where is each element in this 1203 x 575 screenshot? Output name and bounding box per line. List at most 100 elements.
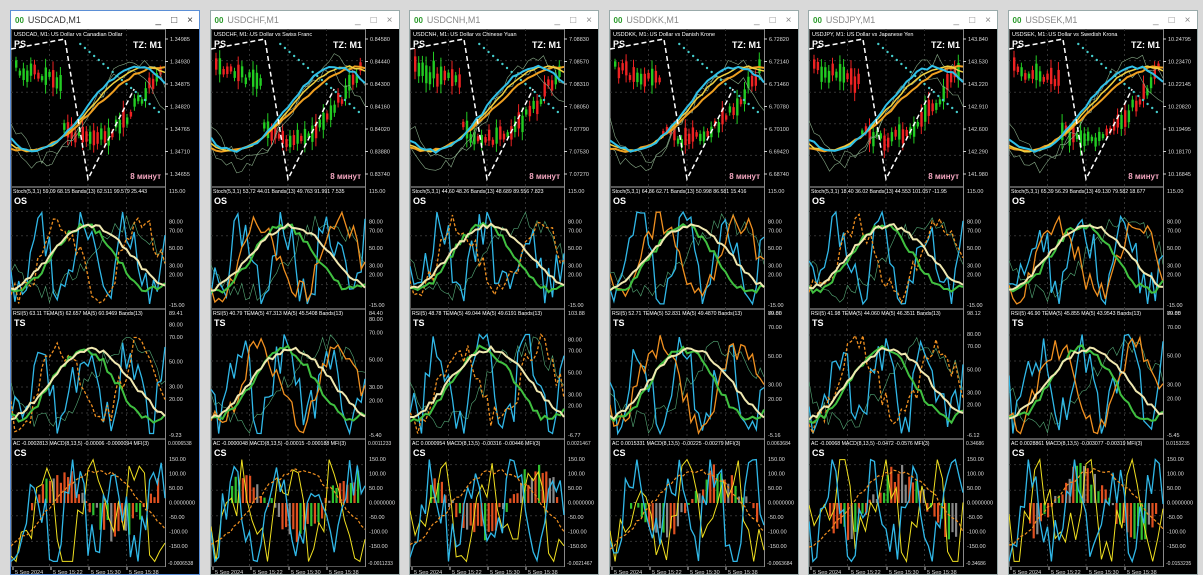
- parabolic-sar: [746, 102, 750, 106]
- minimize-button[interactable]: _: [754, 14, 760, 26]
- close-button[interactable]: ×: [985, 14, 991, 26]
- indicator-line: [11, 469, 166, 547]
- parabolic-sar: [505, 66, 509, 70]
- candle-body: [233, 71, 236, 78]
- indicator-line: [809, 213, 964, 305]
- bollinger-band: [809, 53, 964, 163]
- parabolic-sar: [310, 70, 314, 74]
- candle-body: [676, 138, 679, 144]
- indicator-line: [809, 209, 964, 306]
- panel-tag: CS: [1012, 448, 1025, 458]
- histogram-bar: [1068, 478, 1071, 503]
- histogram-bar: [744, 496, 747, 503]
- candle-body: [543, 82, 546, 97]
- candle-body: [137, 95, 140, 102]
- title-bar: 00 USDJPY,M1 _ □ ×: [809, 11, 997, 29]
- panel-tag: TS: [14, 318, 26, 328]
- maximize-button[interactable]: □: [1168, 14, 1175, 26]
- candle-body: [750, 75, 753, 87]
- timer-label: 8 минут: [1128, 172, 1159, 181]
- close-button[interactable]: ×: [586, 14, 592, 26]
- histogram-bar: [669, 503, 672, 529]
- time-label: 5 Sep 15:30: [291, 570, 321, 575]
- candle-body: [1019, 67, 1023, 77]
- histogram-bar: [288, 503, 291, 535]
- candle-body: [159, 68, 162, 75]
- rsi-tick-label: -5.45: [1167, 433, 1180, 439]
- candle-body: [258, 78, 262, 86]
- ac-tick-label: -50.00: [568, 515, 584, 521]
- title-bar: 00 USDCHF,M1 _ □ ×: [210, 11, 399, 29]
- histogram-bar: [316, 503, 320, 523]
- minimize-button[interactable]: _: [355, 14, 361, 26]
- ac-tick-label: -100.00: [169, 530, 188, 536]
- histogram-bar: [34, 502, 37, 503]
- parabolic-sar: [700, 62, 704, 66]
- histogram-bar: [487, 503, 490, 532]
- candle-body: [672, 127, 676, 141]
- ac-tick-label: -150.00: [768, 544, 787, 550]
- candle-body: [702, 131, 705, 142]
- symbol-description: USDDKK, M1: US Dollar vs Danish Krone: [613, 32, 715, 38]
- panel-tag: CS: [214, 448, 227, 458]
- rsi-tick-label: 70.00: [768, 325, 782, 331]
- histogram-bar: [157, 478, 160, 503]
- histogram-bar: [904, 484, 907, 503]
- candle-body: [1123, 110, 1126, 127]
- parabolic-sar: [79, 42, 82, 46]
- histogram-bar: [280, 503, 284, 530]
- candle-body: [661, 131, 664, 136]
- indicator-line: [410, 469, 565, 546]
- close-button[interactable]: ×: [386, 14, 393, 26]
- parabolic-sar: [1090, 54, 1093, 58]
- histogram-bar: [697, 493, 701, 503]
- minimize-button[interactable]: _: [953, 14, 960, 26]
- candle-body: [414, 56, 417, 72]
- ac-tick-label: 150.00: [1167, 457, 1184, 463]
- histogram-bar: [751, 503, 755, 509]
- parabolic-sar: [88, 50, 91, 54]
- maximize-button[interactable]: □: [969, 14, 976, 26]
- window-icon: 00: [15, 15, 24, 25]
- candle-body: [1127, 110, 1130, 123]
- maximize-button[interactable]: □: [370, 14, 377, 26]
- minimize-button[interactable]: _: [554, 14, 561, 26]
- parabolic-sar: [501, 62, 504, 66]
- ac-tick-label: 0.0011233: [368, 441, 391, 447]
- close-button[interactable]: ×: [1184, 14, 1191, 26]
- histogram-bar: [349, 482, 352, 503]
- candle-body: [539, 99, 543, 105]
- timeframe-label: TZ: M1: [1131, 40, 1160, 50]
- histogram-bar: [1032, 503, 1035, 539]
- indicator-line: [609, 469, 764, 550]
- candle-body: [417, 62, 421, 77]
- panel-tag: CS: [812, 448, 825, 458]
- maximize-button[interactable]: □: [570, 14, 577, 26]
- close-button[interactable]: ×: [187, 14, 193, 26]
- candle-body: [1105, 128, 1108, 136]
- symbol-description: USDJPY, M1: US Dollar vs Japanese Yen: [812, 32, 913, 38]
- rsi-tick-label: 50.00: [369, 358, 383, 364]
- candle-body: [351, 74, 354, 85]
- rsi-tick-label: 50.00: [967, 367, 981, 373]
- price-tick-label: 7.08570: [569, 60, 589, 66]
- close-button[interactable]: ×: [785, 14, 792, 26]
- ac-tick-label: -150.00: [568, 544, 587, 550]
- minimize-button[interactable]: _: [1153, 14, 1159, 26]
- histogram-bar: [248, 475, 251, 503]
- candle-body: [44, 67, 47, 85]
- candle-body: [632, 67, 635, 82]
- histogram-bar: [494, 503, 497, 531]
- indicator-line: [11, 223, 166, 291]
- candle-body: [628, 75, 631, 80]
- time-label: 5 Sep 2024: [614, 570, 642, 575]
- minimize-button[interactable]: _: [155, 14, 162, 26]
- ac-tick-label: 0.0000000: [568, 501, 594, 507]
- candle-body: [307, 133, 310, 138]
- stoch-tick-label: 115.00: [568, 189, 584, 195]
- price-tick-label: 7.07270: [569, 172, 589, 178]
- maximize-button[interactable]: □: [769, 14, 776, 26]
- rsi-tick-label: 80.00: [768, 311, 782, 317]
- histogram-bar: [52, 478, 55, 503]
- maximize-button[interactable]: □: [171, 14, 178, 26]
